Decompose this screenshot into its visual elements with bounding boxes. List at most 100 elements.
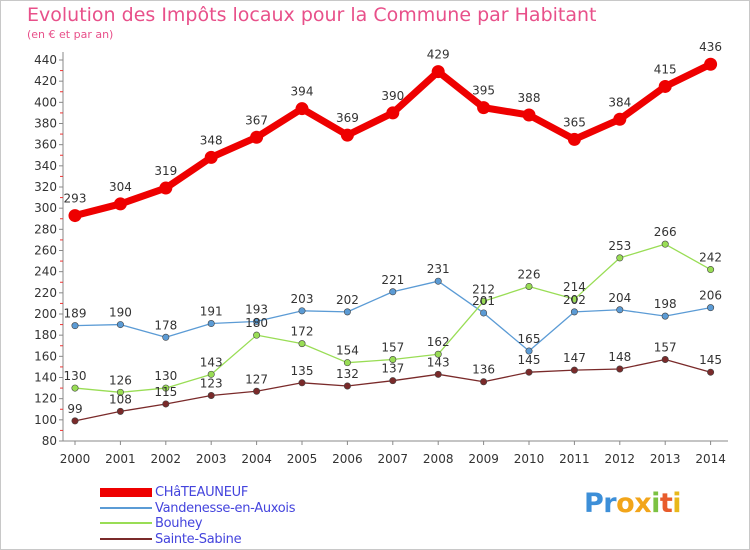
y-tick-label: 440 bbox=[34, 53, 57, 67]
x-tick-label: 2005 bbox=[287, 452, 318, 466]
data-point bbox=[116, 388, 124, 396]
x-tick-label: 2006 bbox=[332, 452, 363, 466]
logo-letter: r bbox=[603, 488, 617, 519]
x-tick-label: 2003 bbox=[196, 452, 227, 466]
data-label: 154 bbox=[336, 344, 359, 358]
data-point bbox=[477, 101, 491, 115]
data-point bbox=[162, 384, 170, 392]
data-label: 415 bbox=[654, 62, 677, 76]
data-label: 266 bbox=[654, 225, 677, 239]
data-label: 191 bbox=[200, 305, 223, 319]
data-label: 178 bbox=[154, 318, 177, 332]
data-label: 202 bbox=[563, 293, 586, 307]
data-label: 148 bbox=[608, 350, 631, 364]
data-label: 394 bbox=[291, 85, 314, 99]
data-label: 189 bbox=[64, 307, 87, 321]
data-label: 145 bbox=[699, 353, 722, 367]
data-point bbox=[431, 65, 445, 79]
y-tick-label: 100 bbox=[34, 413, 57, 427]
data-point bbox=[389, 356, 397, 364]
data-point bbox=[207, 320, 215, 328]
data-point bbox=[661, 312, 669, 320]
x-tick-label: 2009 bbox=[468, 452, 499, 466]
data-point bbox=[389, 288, 397, 296]
data-point bbox=[68, 209, 82, 223]
data-point bbox=[570, 308, 578, 316]
data-label: 253 bbox=[608, 239, 631, 253]
y-tick-label: 420 bbox=[34, 74, 57, 88]
chart-title: Evolution des Impôts locaux pour la Comm… bbox=[27, 4, 597, 26]
data-label: 193 bbox=[245, 302, 268, 316]
data-label: 226 bbox=[518, 267, 541, 281]
data-point bbox=[162, 333, 170, 341]
data-label: 388 bbox=[518, 91, 541, 105]
data-label: 136 bbox=[472, 363, 495, 377]
data-label: 180 bbox=[245, 316, 268, 330]
data-label: 304 bbox=[109, 180, 132, 194]
data-label: 108 bbox=[109, 392, 132, 406]
axes: 80 100 120 140 160 180 200 220 240 260 280 300 320 34… bbox=[34, 52, 728, 466]
data-label: 127 bbox=[245, 372, 268, 386]
data-point bbox=[162, 400, 170, 408]
y-tick-label: 160 bbox=[34, 349, 57, 363]
data-point bbox=[71, 384, 79, 392]
data-point bbox=[71, 417, 79, 425]
proxiti-logo: Proxiti bbox=[584, 488, 682, 519]
data-label: 99 bbox=[67, 402, 82, 416]
data-label: 369 bbox=[336, 111, 359, 125]
x-tick-label: 2004 bbox=[241, 452, 272, 466]
data-point bbox=[613, 112, 627, 126]
x-tick-label: 2008 bbox=[423, 452, 454, 466]
data-point bbox=[434, 370, 442, 378]
data-label: 203 bbox=[291, 292, 314, 306]
y-tick-label: 260 bbox=[34, 244, 57, 258]
data-point bbox=[434, 350, 442, 358]
data-point bbox=[704, 57, 718, 71]
y-tick-label: 400 bbox=[34, 95, 57, 109]
data-label: 365 bbox=[563, 115, 586, 129]
y-tick-label: 180 bbox=[34, 328, 57, 342]
x-tick-label: 2010 bbox=[514, 452, 545, 466]
data-point bbox=[298, 379, 306, 387]
x-tick-label: 2011 bbox=[559, 452, 590, 466]
data-point bbox=[616, 306, 624, 314]
y-tick-label: 280 bbox=[34, 222, 57, 236]
data-label: 157 bbox=[381, 341, 404, 355]
data-label: 145 bbox=[518, 353, 541, 367]
data-point bbox=[525, 282, 533, 290]
data-point bbox=[253, 331, 261, 339]
data-label: 123 bbox=[200, 376, 223, 390]
data-label: 190 bbox=[109, 306, 132, 320]
legend-swatch bbox=[100, 538, 152, 540]
legend-item: CHâTEAUNEUF bbox=[100, 485, 248, 500]
data-label: 132 bbox=[336, 367, 359, 381]
data-point bbox=[343, 308, 351, 316]
data-point bbox=[343, 359, 351, 367]
data-point bbox=[480, 297, 488, 305]
data-label: 231 bbox=[427, 262, 450, 276]
data-label: 201 bbox=[472, 294, 495, 308]
data-label: 115 bbox=[154, 385, 177, 399]
data-point bbox=[253, 387, 261, 395]
data-label: 126 bbox=[109, 373, 132, 387]
data-label: 172 bbox=[291, 325, 314, 339]
data-label: 162 bbox=[427, 335, 450, 349]
data-label: 204 bbox=[608, 291, 631, 305]
data-label: 384 bbox=[608, 95, 631, 109]
data-label: 221 bbox=[381, 273, 404, 287]
data-point bbox=[71, 322, 79, 330]
data-point bbox=[480, 378, 488, 386]
data-label: 165 bbox=[518, 332, 541, 346]
data-point bbox=[340, 128, 354, 142]
x-tick-label: 2002 bbox=[151, 452, 182, 466]
logo-letter: i bbox=[672, 488, 682, 519]
data-point bbox=[298, 340, 306, 348]
data-point bbox=[389, 377, 397, 385]
logo-letter: x bbox=[634, 488, 652, 519]
data-label: 137 bbox=[381, 362, 404, 376]
data-point bbox=[707, 266, 715, 274]
data-label: 319 bbox=[154, 164, 177, 178]
series-lines bbox=[68, 57, 718, 425]
data-label: 206 bbox=[699, 289, 722, 303]
